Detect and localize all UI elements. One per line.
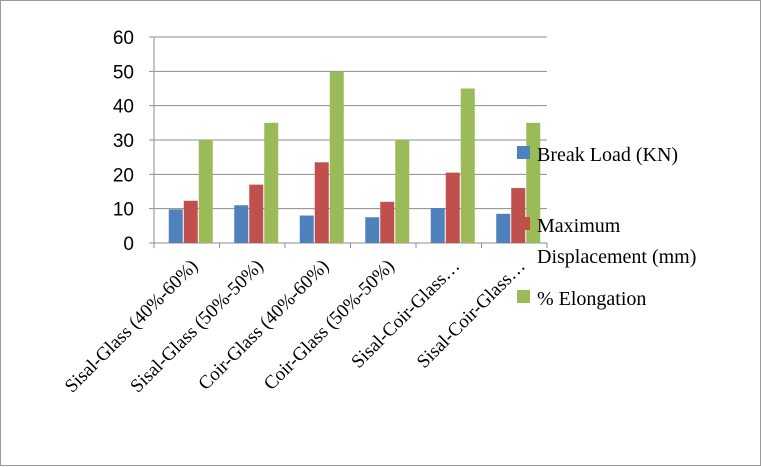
bar-3-1 — [198, 140, 213, 243]
y-tick-label: 40 — [113, 97, 134, 118]
bar-3-5 — [460, 88, 475, 243]
y-tick-label: 0 — [123, 234, 134, 255]
x-tick-label: Coir-Glass (50%-50%) — [260, 256, 399, 395]
bar-1-2 — [234, 205, 249, 243]
x-tick-label: Sisal-Coir-Glass… — [347, 256, 464, 373]
legend: Break Load (KN) Maximum Displacement (mm)%… — [517, 144, 696, 310]
bar-2-5 — [445, 172, 460, 243]
legend-swatch-3 — [517, 290, 530, 303]
bar-1-5 — [430, 207, 445, 243]
bar-3-3 — [329, 71, 344, 243]
legend-label-1: Break Load (KN) — [537, 144, 678, 166]
bar-1-6 — [496, 213, 511, 243]
x-tick-label: Coir-Glass (40%-60%) — [194, 256, 333, 395]
x-tick-label: Sisal-Coir-Glass… — [413, 256, 530, 373]
axes — [149, 36, 548, 248]
x-tick-labels: Sisal-Glass (40%-60%)Sisal-Glass (50%-50… — [61, 256, 530, 397]
legend-label-2: Maximum — [537, 215, 621, 237]
bar-2-2 — [249, 184, 264, 243]
y-tick-labels: 0 10 20 30 40 50 60 — [113, 28, 134, 255]
y-tick-label: 50 — [113, 62, 134, 83]
legend-label-3: % Elongation — [537, 288, 646, 310]
gridlines — [154, 36, 547, 210]
bar-2-6 — [511, 188, 526, 243]
bar-2-3 — [314, 162, 329, 243]
bar-1-1 — [168, 209, 183, 243]
y-tick-label: 60 — [113, 28, 134, 49]
legend-label-2: Displacement (mm) — [537, 246, 696, 268]
y-tick-label: 20 — [113, 165, 134, 186]
y-tick-label: 10 — [113, 200, 134, 221]
legend-swatch-1 — [517, 146, 530, 159]
bar-3-2 — [264, 122, 279, 243]
bar-1-4 — [365, 217, 380, 243]
bar-2-4 — [380, 201, 395, 243]
y-tick-label: 30 — [113, 131, 134, 152]
bar-2-1 — [183, 200, 198, 243]
legend-swatch-2 — [517, 217, 530, 230]
bars — [168, 71, 541, 243]
bar-3-4 — [395, 140, 410, 243]
bar-1-3 — [299, 215, 314, 243]
